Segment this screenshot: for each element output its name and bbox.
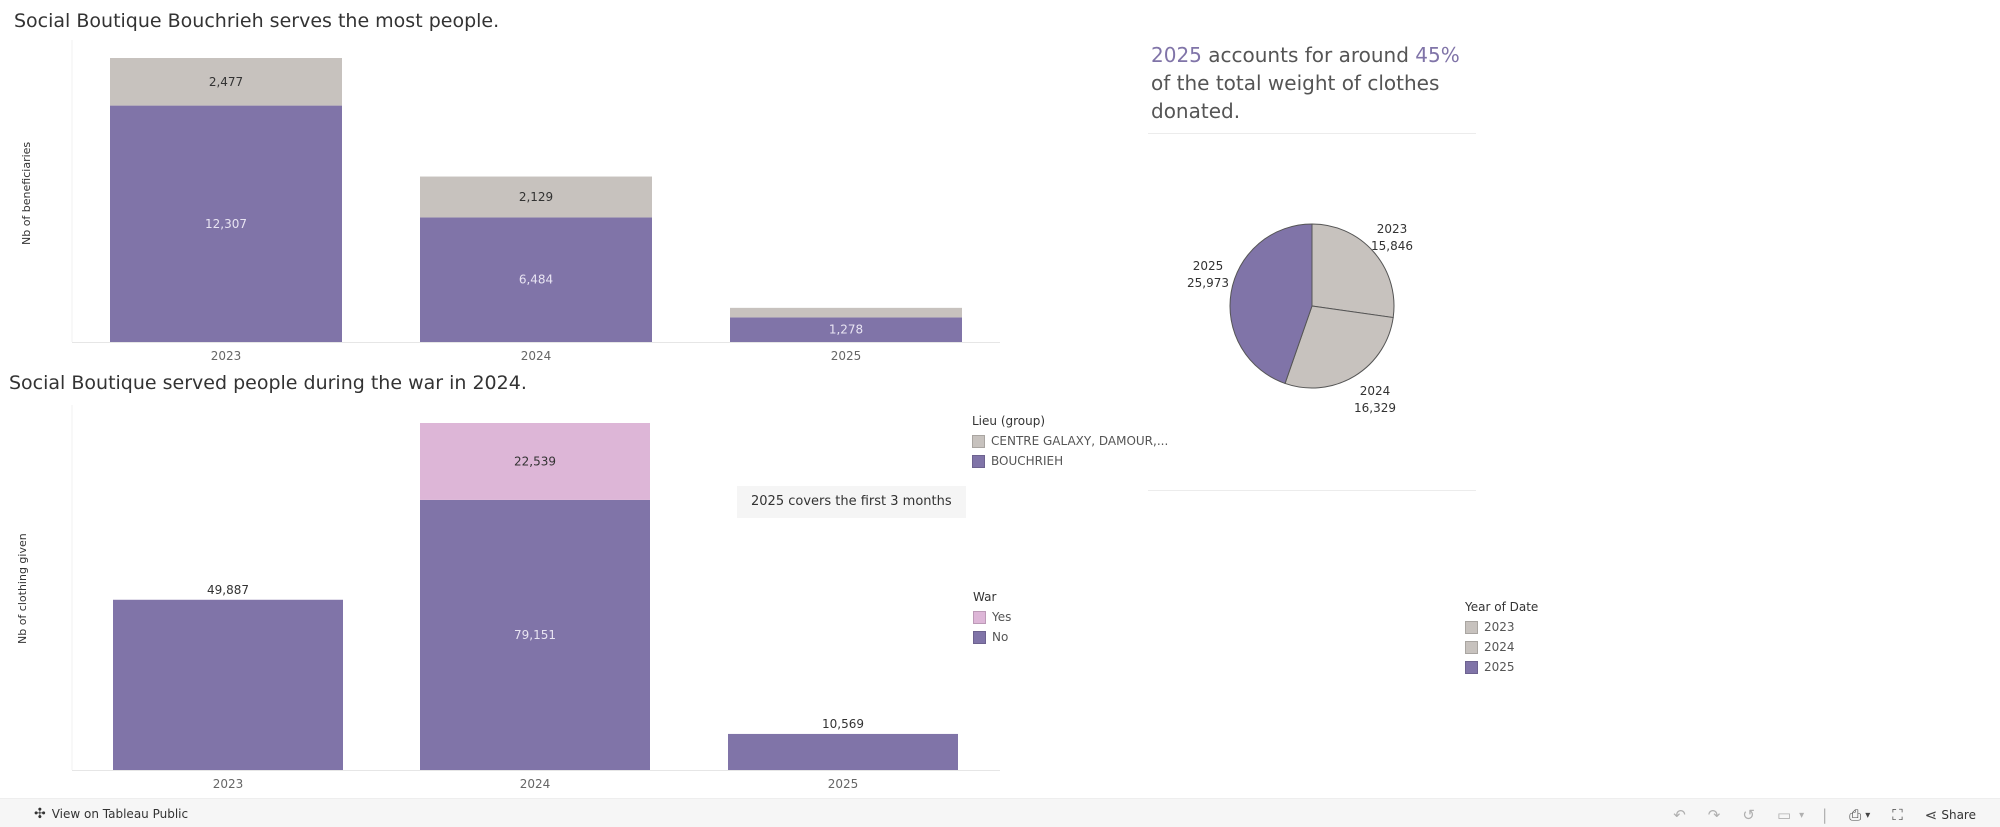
pie-label-value: 25,973 xyxy=(1187,276,1229,290)
bar-centre-galaxy-damour--2023 xyxy=(110,58,342,106)
x-tick-label: 2023 xyxy=(211,349,242,363)
data-label: 1,278 xyxy=(829,323,863,337)
insight-pct: 45% xyxy=(1415,43,1460,67)
separator-icon: | xyxy=(1822,806,1828,824)
legend-lieu-item[interactable]: CENTRE GALAXY, DAMOUR,... xyxy=(972,431,1168,451)
legend-lieu-title: Lieu (group) xyxy=(972,414,1046,428)
bar-yes-2024 xyxy=(420,423,650,500)
legend-label: 2024 xyxy=(1484,640,1515,654)
insight-divider xyxy=(1148,133,1476,134)
x-tick-label: 2024 xyxy=(521,349,552,363)
pie-label-year: 2023 xyxy=(1377,222,1408,236)
bar-bouchrieh-2024 xyxy=(420,217,652,342)
bar-bouchrieh-2025 xyxy=(730,317,962,342)
bar-centre-galaxy-damour--2024 xyxy=(420,176,652,218)
pie-label-value: 16,329 xyxy=(1354,401,1396,415)
legend-swatch xyxy=(973,610,986,624)
data-label: 79,151 xyxy=(514,628,556,642)
data-label: 22,539 xyxy=(514,454,556,468)
download-icon[interactable]: ⎙ xyxy=(1849,806,1862,824)
x-tick-label: 2024 xyxy=(520,777,551,791)
revert-icon[interactable]: ↺ xyxy=(1742,806,1755,824)
data-label: 2,477 xyxy=(209,75,243,89)
x-tick-label: 2025 xyxy=(828,777,859,791)
legend-swatch xyxy=(1465,620,1478,634)
legend-swatch xyxy=(1465,640,1478,654)
pie-slice-2023 xyxy=(1311,223,1395,319)
legend-year-item[interactable]: 2024 xyxy=(1465,637,1538,657)
legend-war: War Yes No xyxy=(973,590,1011,647)
pause-dropdown-icon[interactable]: ▾ xyxy=(1799,809,1805,821)
pie-label-value: 15,846 xyxy=(1371,239,1413,253)
bar-bouchrieh-2023 xyxy=(110,105,342,342)
bar-no-2025 xyxy=(728,733,958,770)
pause-icon[interactable]: ▭ xyxy=(1776,806,1792,824)
legend-year: Year of Date 2023 2024 2025 xyxy=(1465,600,1538,677)
download-dropdown-icon[interactable]: ▾ xyxy=(1865,809,1871,821)
beneficiaries-chart: 12,307 2,477 2023 6,484 2,129 2024 1,278 2025 xyxy=(71,40,1000,363)
legend-swatch xyxy=(1465,660,1478,674)
legend-war-item[interactable]: Yes xyxy=(973,607,1011,627)
legend-lieu-item[interactable]: BOUCHRIEH xyxy=(972,451,1168,471)
x-tick-label: 2023 xyxy=(213,777,244,791)
insight-text: 2025 accounts for around 45% of the tota… xyxy=(1151,41,1481,125)
legend-label: No xyxy=(992,630,1009,644)
legend-swatch xyxy=(972,454,985,468)
legend-label: 2025 xyxy=(1484,660,1515,674)
share-icon[interactable]: ⋖ xyxy=(1924,806,1938,824)
legend-war-item[interactable]: No xyxy=(973,627,1011,647)
bar-centre-galaxy-damour--2025 xyxy=(730,307,962,318)
weight-pie-chart: 2023 15,846 2024 16,329 2025 25,973 xyxy=(1187,222,1413,415)
x-tick-label: 2025 xyxy=(831,349,862,363)
fullscreen-icon[interactable]: ⛶ xyxy=(1892,806,1903,824)
insight-text-1: accounts for around xyxy=(1201,43,1416,67)
legend-year-title: Year of Date xyxy=(1465,600,1539,614)
share-button[interactable]: Share xyxy=(1941,808,1976,822)
pie-slice-2024 xyxy=(1284,305,1394,389)
tableau-toolbar: ✣ View on Tableau Public ↶ ↷ ↺ ▭ ▾ | ⎙ ▾… xyxy=(0,798,2000,827)
legend-war-title: War xyxy=(973,590,997,604)
legend-swatch xyxy=(973,630,986,644)
legend-lieu: Lieu (group) CENTRE GALAXY, DAMOUR,... B… xyxy=(972,414,1168,471)
tableau-logo-icon: ✣ xyxy=(34,806,46,822)
legend-label: CENTRE GALAXY, DAMOUR,... xyxy=(991,434,1169,448)
months-callout: 2025 covers the first 3 months xyxy=(737,486,966,518)
redo-icon[interactable]: ↷ xyxy=(1707,806,1721,824)
view-on-tableau-label: View on Tableau Public xyxy=(51,807,189,821)
bar-no-2023 xyxy=(113,599,343,770)
pie-slice-2025 xyxy=(1229,223,1313,385)
undo-icon[interactable]: ↶ xyxy=(1673,806,1686,824)
data-label: 12,307 xyxy=(205,217,247,231)
total-label: 10,569 xyxy=(822,717,864,731)
legend-year-item[interactable]: 2023 xyxy=(1465,617,1538,637)
pie-label-year: 2024 xyxy=(1360,384,1391,398)
pie-label-year: 2025 xyxy=(1193,259,1224,273)
data-label: 6,484 xyxy=(519,273,553,287)
clothing-chart: 49,887 2023 79,151 22,539 2024 10,569 2025 xyxy=(71,405,1000,791)
chart1-title: Social Boutique Bouchrieh serves the mos… xyxy=(14,10,500,32)
insight-year: 2025 xyxy=(1151,43,1202,67)
legend-label: Yes xyxy=(992,610,1012,624)
total-label: 49,887 xyxy=(207,583,249,597)
toolbar-right: ↶ ↷ ↺ ▭ ▾ | ⎙ ▾ ⛶ ⋖ Share xyxy=(1651,806,1976,824)
legend-year-item[interactable]: 2025 xyxy=(1465,657,1538,677)
legend-swatch xyxy=(972,434,985,448)
data-label: 2,129 xyxy=(519,190,553,204)
view-on-tableau-link[interactable]: ✣ View on Tableau Public xyxy=(34,806,188,822)
pie-divider xyxy=(1148,490,1476,491)
legend-label: 2023 xyxy=(1484,620,1515,634)
legend-label: BOUCHRIEH xyxy=(991,454,1064,468)
chart2-title: Social Boutique served people during the… xyxy=(9,372,527,394)
bar-no-2024 xyxy=(420,499,650,770)
insight-text-2: of the total weight of clothes donated. xyxy=(1151,71,1440,123)
